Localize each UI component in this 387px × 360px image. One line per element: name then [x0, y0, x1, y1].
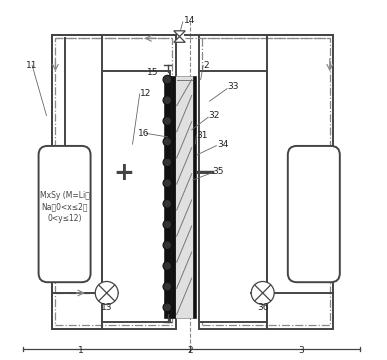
FancyBboxPatch shape: [288, 146, 340, 282]
Text: 33: 33: [228, 82, 239, 91]
FancyBboxPatch shape: [39, 146, 91, 282]
Bar: [52, 35, 176, 329]
Text: 31: 31: [196, 131, 208, 140]
Circle shape: [163, 241, 171, 249]
Circle shape: [163, 96, 171, 105]
Text: 12: 12: [140, 89, 151, 98]
Polygon shape: [174, 37, 185, 42]
Text: 16: 16: [138, 129, 149, 138]
Text: 2: 2: [204, 61, 209, 70]
Polygon shape: [174, 31, 185, 37]
Text: 14: 14: [183, 16, 195, 25]
Bar: [193, 76, 196, 318]
Circle shape: [163, 117, 171, 125]
Circle shape: [163, 75, 171, 84]
Text: 1: 1: [78, 346, 84, 355]
Circle shape: [163, 179, 171, 188]
Circle shape: [163, 282, 171, 291]
Circle shape: [163, 199, 171, 208]
Bar: [175, 76, 194, 318]
Text: 36: 36: [257, 303, 269, 312]
Bar: [171, 76, 175, 318]
Bar: [199, 35, 333, 329]
Text: MxSy (M=Li或
Na；0<x≤2；
0<y≤12): MxSy (M=Li或 Na；0<x≤2； 0<y≤12): [39, 190, 89, 223]
Circle shape: [163, 220, 171, 229]
Text: 34: 34: [217, 140, 228, 149]
Text: 2: 2: [187, 346, 193, 355]
Bar: [202, 39, 330, 325]
Circle shape: [163, 262, 171, 270]
Circle shape: [163, 303, 171, 312]
Text: 11: 11: [26, 61, 37, 70]
Text: 32: 32: [209, 111, 220, 120]
Circle shape: [163, 158, 171, 167]
Bar: [199, 71, 267, 321]
Circle shape: [251, 282, 274, 305]
Text: 3: 3: [298, 346, 304, 355]
Text: +: +: [113, 161, 134, 185]
Bar: [102, 71, 170, 321]
Bar: [55, 39, 172, 325]
Bar: [164, 76, 171, 318]
Text: −: −: [194, 159, 217, 187]
Text: 15: 15: [147, 68, 158, 77]
Text: 35: 35: [212, 167, 224, 176]
Circle shape: [163, 138, 171, 146]
Text: 13: 13: [101, 303, 113, 312]
Circle shape: [95, 282, 118, 305]
